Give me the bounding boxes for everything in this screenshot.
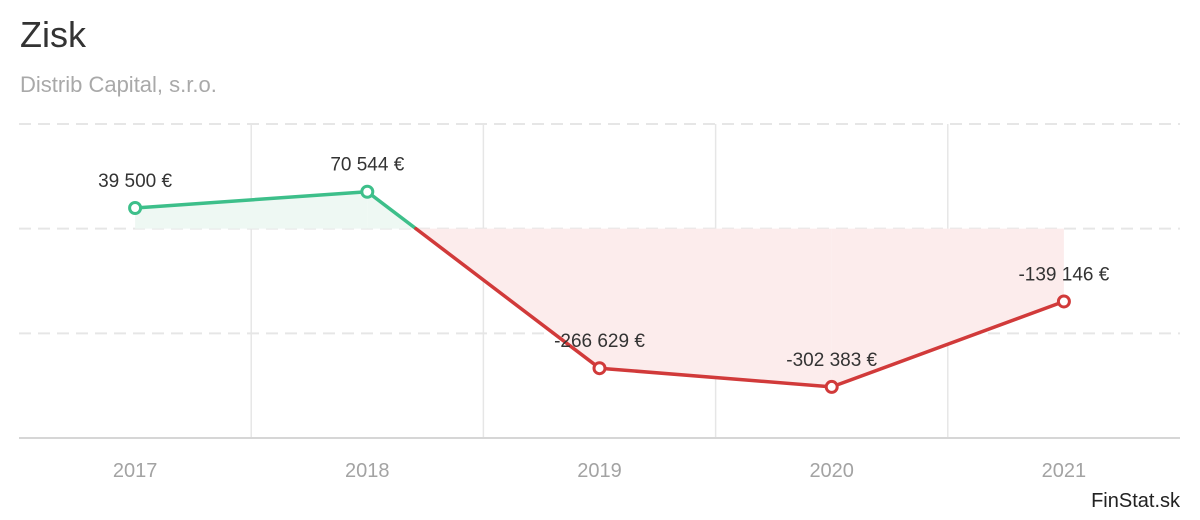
- data-point-2019: [592, 361, 607, 376]
- series-line-positive: [365, 189, 418, 231]
- chart-subtitle: Distrib Capital, s.r.o.: [20, 72, 217, 97]
- series-line-positive: [133, 189, 370, 210]
- series-line-negative: [414, 226, 602, 370]
- x-tick-label-2019: 2019: [577, 460, 622, 482]
- data-label-2019: -266 629 €: [554, 331, 645, 352]
- data-point-2017: [128, 200, 143, 215]
- series-line-negative: [829, 299, 1066, 389]
- data-label-2017: 39 500 €: [98, 171, 172, 192]
- data-label-2020: -302 383 €: [786, 350, 877, 371]
- data-point-2020: [824, 379, 839, 394]
- data-point-2018: [360, 184, 375, 199]
- area-negative: [831, 228, 1064, 387]
- x-tick-label-2017: 2017: [113, 460, 158, 482]
- x-tick-label-2021: 2021: [1042, 460, 1087, 482]
- series-line-negative: [597, 366, 834, 389]
- area-negative: [599, 228, 832, 387]
- x-tick-label-2020: 2020: [809, 460, 854, 482]
- area-positive: [135, 191, 368, 229]
- data-point-2021: [1056, 294, 1071, 309]
- x-tick-label-2018: 2018: [345, 460, 390, 482]
- credits-link[interactable]: FinStat.sk: [1091, 490, 1180, 512]
- data-label-2021: -139 146 €: [1018, 264, 1109, 285]
- chart-title: Zisk: [20, 14, 86, 55]
- data-label-2018: 70 544 €: [330, 155, 404, 176]
